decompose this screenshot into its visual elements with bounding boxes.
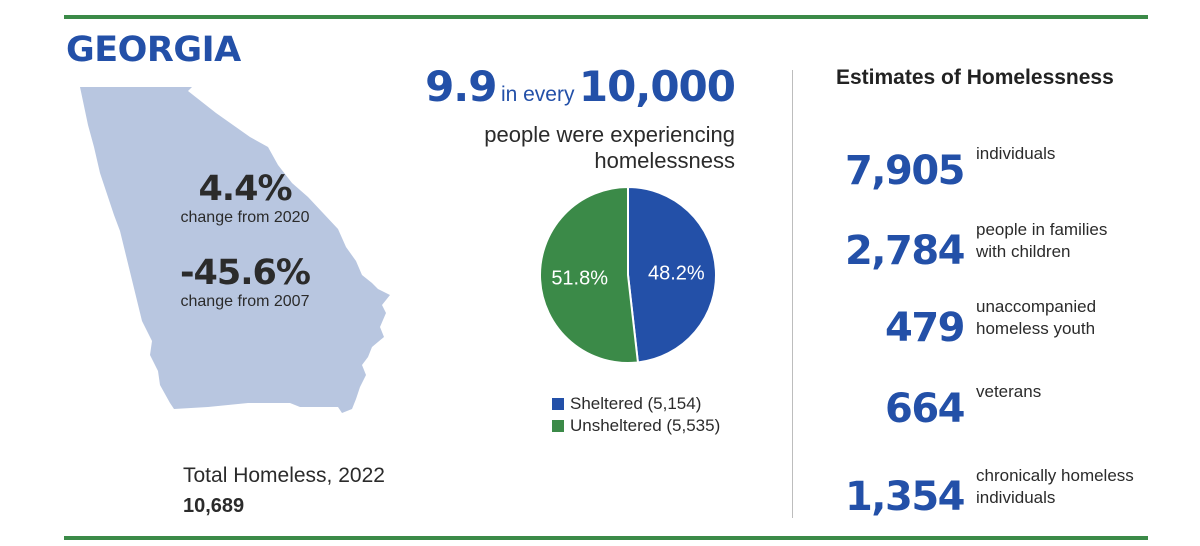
rate-block: 9.9 in every 10,000 people were experien… [405,62,736,174]
vertical-divider [792,70,793,518]
pie-legend: Sheltered (5,154) Unsheltered (5,535) [552,393,720,437]
pie-slice-sheltered [627,185,717,364]
top-rule [64,15,1148,19]
change-2020-value: 4.4% [198,169,292,209]
estimates-title: Estimates of Homelessness [836,66,1114,89]
change-2007-block: -45.6% change from 2007 [150,254,340,312]
rate-number: 9.9 [425,62,497,111]
estimate-label: chronically homeless individuals [976,465,1160,509]
estimate-label-line: unaccompanied [976,297,1097,316]
estimate-label-line: individuals [976,488,1056,507]
estimate-label: people in families with children [976,219,1160,263]
estimate-number: 479 [885,305,966,351]
estimate-label-line: people in families [976,220,1108,239]
legend-swatch [552,398,564,410]
change-2020-label: change from 2020 [180,209,310,226]
estimate-label-line: chronically homeless [976,466,1134,485]
estimate-row: 664 veterans [820,372,1160,432]
state-title: GEORGIA [66,30,241,70]
estimate-number: 1,354 [844,474,966,520]
estimate-label: unaccompanied homeless youth [976,296,1160,340]
estimate-row: 1,354 chronically homeless individuals [820,460,1160,520]
estimate-number: 664 [885,386,966,432]
estimate-row: 7,905 individuals [820,134,1160,194]
rate-per: 10,000 [578,62,736,111]
legend-label: Sheltered (5,154) [570,394,702,413]
pie-chart: 48.2% 51.8% [539,185,717,364]
change-2007-value: -45.6% [180,253,311,293]
change-2020-block: 4.4% change from 2020 [150,170,340,228]
legend-swatch [552,420,564,432]
estimate-row: 479 unaccompanied homeless youth [820,291,1160,351]
rate-text-line1: people were experiencing [484,122,735,147]
estimate-number: 2,784 [844,228,966,274]
bottom-rule [64,536,1148,540]
estimate-label-line: homeless youth [976,319,1096,338]
pie-label-sheltered: 48.2% [648,262,705,284]
rate-connector: in every [500,83,575,106]
estimate-label-line: with children [976,242,1071,261]
pie-label-unsheltered: 51.8% [551,268,608,290]
estimate-row: 2,784 people in families with children [820,214,1160,274]
legend-label: Unsheltered (5,535) [570,416,721,435]
total-label: Total Homeless, 2022 [183,464,385,487]
total-value: 10,689 [183,495,245,517]
estimate-label: individuals [976,143,1160,165]
pie-slice-unsheltered [539,185,640,364]
estimate-label: veterans [976,381,1160,403]
legend-item-unsheltered: Unsheltered (5,535) [552,415,720,437]
georgia-map-icon [80,87,390,413]
rate-text-line2: homelessness [594,148,735,173]
estimate-label-line: veterans [976,382,1042,401]
estimate-number: 7,905 [844,148,966,194]
change-2007-label: change from 2007 [180,293,310,310]
legend-item-sheltered: Sheltered (5,154) [552,393,720,415]
estimate-label-line: individuals [976,144,1056,163]
